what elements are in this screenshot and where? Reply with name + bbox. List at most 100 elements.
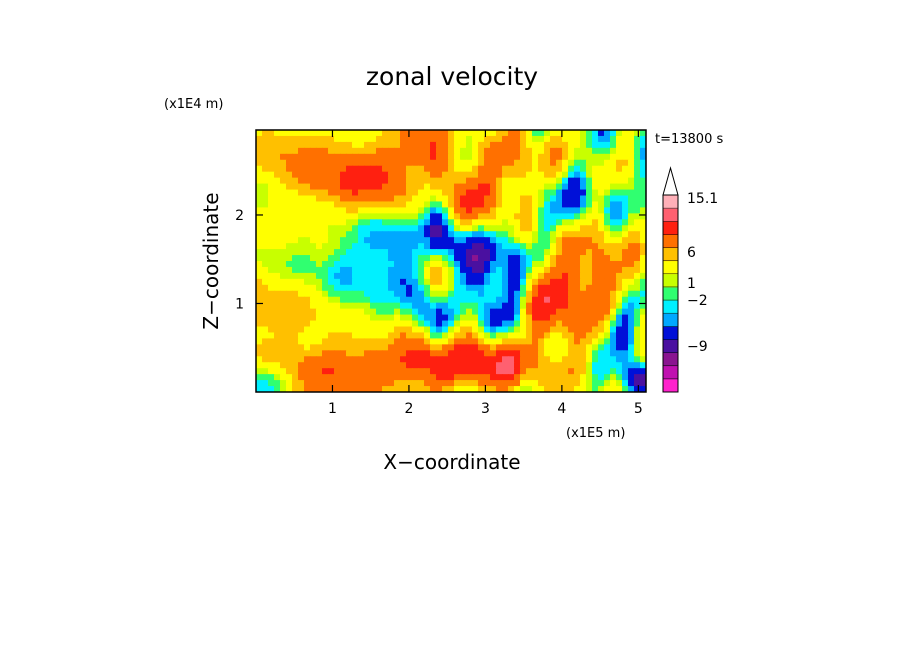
field-cell (412, 165, 419, 173)
field-cell (418, 290, 425, 298)
field-cell (640, 177, 646, 185)
field-cell (400, 189, 407, 197)
field-cell (634, 356, 641, 363)
field-cell (604, 219, 611, 226)
field-cell (286, 237, 293, 244)
field-cell (514, 380, 521, 387)
field-cell (598, 362, 605, 369)
field-cell (514, 266, 521, 274)
field-cell (268, 344, 275, 351)
field-cell (592, 278, 599, 286)
field-cell (550, 278, 557, 286)
field-cell (520, 308, 527, 316)
field-cell (520, 243, 527, 250)
field-cell (532, 159, 539, 167)
field-cell (388, 195, 395, 203)
field-cell (274, 290, 281, 298)
field-cell (502, 255, 509, 262)
field-cell (394, 255, 401, 262)
field-cell (412, 183, 419, 191)
field-cell (484, 314, 491, 322)
field-cell (418, 225, 425, 232)
field-cell (292, 261, 299, 268)
field-cell (574, 177, 581, 185)
field-cell (298, 308, 305, 316)
field-cell (340, 141, 347, 149)
field-cell (322, 362, 329, 369)
field-cell (352, 183, 359, 191)
field-cell (532, 350, 539, 357)
field-cell (316, 284, 323, 292)
field-cell (466, 159, 473, 167)
field-cell (388, 249, 395, 256)
field-cell (544, 165, 551, 173)
field-cell (430, 225, 437, 232)
field-cell (412, 266, 419, 274)
field-cell (538, 201, 545, 208)
field-cell (496, 207, 503, 214)
field-cell (334, 320, 341, 328)
field-cell (586, 177, 593, 185)
field-cell (340, 153, 347, 161)
field-cell (400, 261, 407, 268)
field-cell (430, 302, 437, 310)
field-cell (574, 350, 581, 357)
field-cell (274, 266, 281, 274)
field-cell (490, 386, 497, 392)
field-cell (460, 183, 467, 191)
field-cell (376, 302, 383, 310)
field-cell (256, 201, 263, 208)
field-cell (490, 130, 497, 137)
field-cell (544, 135, 551, 143)
field-cell (274, 284, 281, 292)
field-cell (610, 249, 617, 256)
field-cell (412, 177, 419, 185)
field-cell (298, 344, 305, 351)
field-cell (544, 380, 551, 387)
colorbar-label: 1 (687, 276, 696, 292)
field-cell (586, 362, 593, 369)
field-cell (418, 362, 425, 369)
field-cell (442, 219, 449, 226)
field-cell (268, 237, 275, 244)
field-cell (394, 141, 401, 149)
field-cell (268, 272, 275, 280)
plot-frame (255, 129, 647, 393)
field-cell (382, 255, 389, 262)
field-cell (346, 147, 353, 155)
field-cell (274, 219, 281, 226)
field-cell (382, 290, 389, 298)
field-cell (364, 302, 371, 310)
field-cell (322, 386, 329, 392)
field-cell (268, 374, 275, 381)
field-cell (268, 243, 275, 250)
field-cell (382, 243, 389, 250)
field-cell (292, 165, 299, 173)
field-cell (616, 362, 623, 369)
field-cell (520, 201, 527, 208)
field-cell (532, 141, 539, 149)
field-cell (634, 159, 641, 167)
field-cell (364, 243, 371, 250)
field-cell (598, 195, 605, 203)
field-cell (286, 320, 293, 328)
field-cell (634, 284, 641, 292)
field-cell (520, 380, 527, 387)
field-cell (400, 249, 407, 256)
field-cell (448, 332, 455, 339)
field-cell (256, 320, 263, 328)
field-cell (610, 338, 617, 345)
field-cell (334, 326, 341, 334)
field-cell (454, 302, 461, 310)
field-cell (454, 261, 461, 268)
field-cell (496, 249, 503, 256)
field-cell (520, 261, 527, 268)
field-cell (454, 284, 461, 292)
field-cell (484, 135, 491, 143)
field-cell (544, 266, 551, 274)
field-cell (616, 219, 623, 226)
field-cell (610, 278, 617, 286)
field-cell (340, 344, 347, 351)
field-cell (586, 344, 593, 351)
field-cell (574, 272, 581, 280)
